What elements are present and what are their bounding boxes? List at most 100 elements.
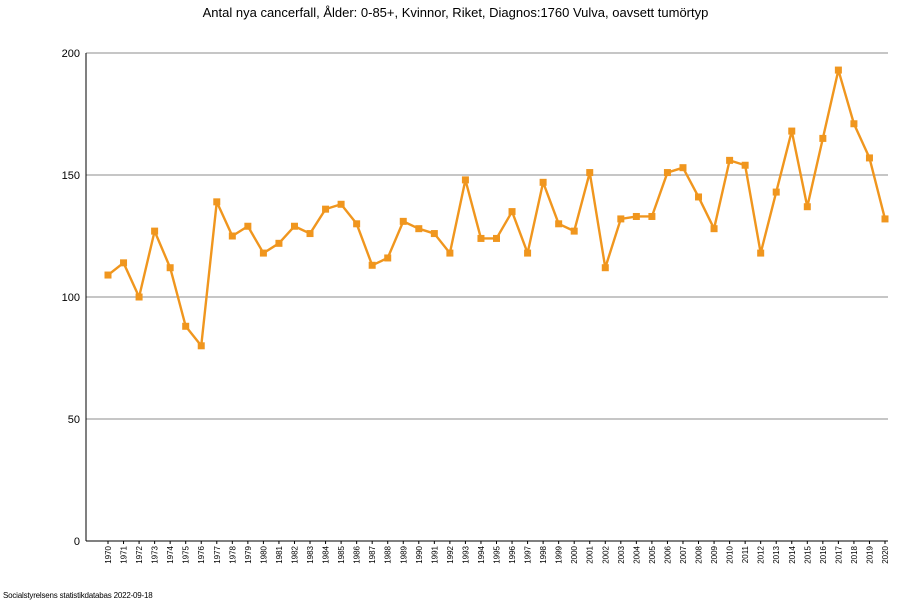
x-tick-label: 1988 (384, 545, 393, 563)
y-tick-label: 200 (62, 48, 80, 60)
data-point-1983 (306, 230, 314, 238)
x-tick-label: 2017 (834, 545, 843, 563)
data-point-2007 (679, 164, 687, 172)
data-point-1984 (322, 205, 330, 213)
x-tick-label: 1972 (135, 545, 144, 563)
data-point-1992 (446, 249, 454, 257)
x-tick-label: 2015 (803, 545, 812, 563)
y-tick-label: 100 (62, 292, 80, 304)
data-point-1991 (430, 230, 438, 238)
series-layer (104, 66, 889, 350)
data-point-1981 (275, 239, 283, 247)
data-point-2005 (648, 212, 656, 220)
data-point-2001 (586, 169, 594, 177)
x-tick-label: 1987 (368, 545, 377, 563)
x-tick-label: 1971 (120, 545, 129, 563)
x-tick-label: 2011 (741, 545, 750, 563)
data-point-2000 (570, 227, 578, 235)
data-point-1976 (197, 342, 205, 350)
data-point-2019 (865, 154, 873, 162)
x-tick-label: 1990 (415, 545, 424, 563)
x-tick-label: 1983 (306, 545, 315, 563)
data-point-2017 (834, 66, 842, 74)
data-point-2018 (850, 120, 858, 128)
x-tick-label: 2016 (819, 545, 828, 563)
x-tick-label: 1991 (430, 545, 439, 563)
data-point-1995 (493, 234, 500, 242)
x-tick-label: 2020 (881, 545, 890, 563)
data-point-1993 (461, 176, 469, 184)
x-tick-label: 2009 (710, 545, 719, 563)
data-point-1973 (151, 227, 159, 235)
x-tick-label: 2010 (726, 545, 735, 563)
data-point-1987 (368, 261, 376, 269)
x-tick-label: 1973 (151, 545, 160, 563)
data-point-1978 (228, 232, 236, 240)
y-tick-label: 0 (74, 536, 80, 548)
source-note: Socialstyrelsens statistikdatabas 2022-0… (3, 591, 153, 600)
y-axis-ticks: 0 50 100 150 200 (62, 48, 80, 548)
y-tick-label: 50 (68, 414, 80, 426)
data-point-1999 (555, 220, 563, 228)
axes (85, 53, 888, 544)
x-tick-label: 1979 (244, 545, 253, 563)
data-point-1989 (399, 217, 407, 225)
x-tick-label: 1974 (166, 545, 175, 563)
data-point-2014 (788, 127, 796, 135)
data-point-1990 (415, 225, 423, 233)
x-tick-label: 1994 (477, 545, 486, 563)
data-point-1994 (477, 234, 485, 242)
chart-title: Antal nya cancerfall, Ålder: 0-85+, Kvin… (202, 5, 709, 20)
data-point-1975 (182, 322, 190, 330)
x-tick-label: 1977 (213, 545, 222, 563)
gridlines (86, 52, 888, 420)
x-tick-label: 2005 (648, 545, 657, 563)
data-point-2016 (819, 134, 827, 142)
x-tick-label: 2000 (570, 545, 579, 563)
data-point-2011 (741, 161, 749, 169)
x-tick-label: 1996 (508, 545, 517, 563)
data-point-1971 (120, 259, 128, 267)
x-tick-label: 2006 (663, 545, 672, 563)
y-tick-label: 150 (62, 170, 80, 182)
data-point-2015 (803, 203, 811, 211)
x-tick-label: 1989 (399, 545, 408, 563)
data-point-1997 (524, 249, 532, 257)
data-point-2012 (757, 249, 765, 257)
x-tick-label: 2012 (757, 545, 766, 563)
x-tick-label: 2014 (788, 545, 797, 563)
data-point-2003 (617, 215, 625, 223)
data-point-1970 (104, 271, 112, 279)
x-tick-label: 2013 (772, 545, 781, 563)
data-point-1980 (259, 249, 267, 257)
data-point-1985 (337, 200, 345, 208)
data-point-1979 (244, 222, 252, 230)
data-point-2010 (726, 156, 734, 164)
x-tick-label: 2002 (601, 545, 610, 563)
data-point-1988 (384, 254, 392, 262)
x-tick-label: 2008 (695, 545, 704, 563)
data-point-1977 (213, 198, 221, 206)
x-tick-label: 1984 (322, 545, 331, 563)
data-point-2013 (772, 188, 780, 196)
data-point-1996 (508, 208, 516, 216)
data-point-1972 (135, 293, 143, 301)
x-tick-label: 2004 (632, 545, 641, 563)
x-tick-label: 2019 (865, 545, 874, 563)
x-axis-ticks: 1970 1971 1972 1973 1974 1975 1976 1977 1978 1979… (104, 545, 890, 563)
x-tick-label: 1982 (290, 545, 299, 563)
x-tick-label: 1997 (524, 545, 533, 563)
x-tick-label: 1999 (555, 545, 564, 563)
data-point-2002 (601, 264, 609, 272)
x-tick-label: 1995 (493, 545, 502, 563)
x-tick-label: 1992 (446, 545, 455, 563)
x-tick-label: 1975 (182, 545, 191, 563)
x-tick-label: 1978 (228, 545, 237, 563)
x-tick-label: 1976 (197, 545, 206, 563)
x-tick-label: 1986 (353, 545, 362, 563)
x-tick-label: 1998 (539, 545, 548, 563)
x-tick-label: 2007 (679, 545, 688, 563)
data-point-1998 (539, 178, 547, 186)
x-tick-label: 2003 (617, 545, 626, 563)
